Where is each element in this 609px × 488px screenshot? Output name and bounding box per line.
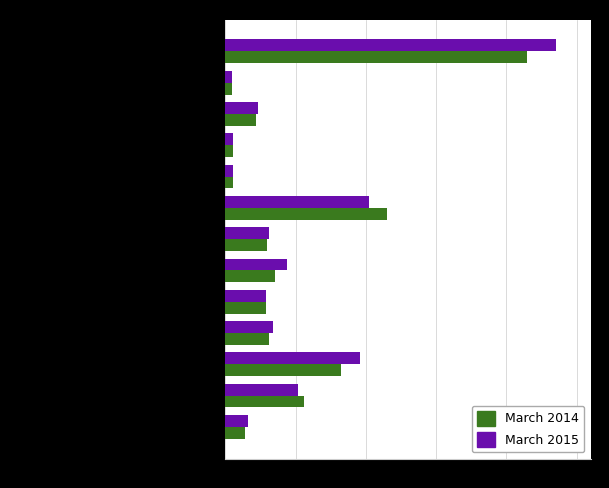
Bar [225,396,304,407]
Bar [225,352,361,364]
Bar [225,364,340,376]
Bar [225,384,298,396]
Bar [225,259,287,270]
Bar [225,208,387,220]
Bar [225,51,527,63]
Bar [225,145,233,157]
Bar [225,415,248,427]
Bar [225,133,233,145]
Bar [225,114,256,126]
Bar [225,40,555,51]
Bar [225,71,232,82]
Bar [225,427,245,439]
Bar [225,239,267,251]
Bar [225,302,266,314]
Bar [225,177,233,188]
Bar [225,321,273,333]
Bar [225,270,275,282]
Bar [225,290,266,302]
Bar [225,82,233,95]
Legend: March 2014, March 2015: March 2014, March 2015 [472,406,585,452]
Bar [225,164,233,177]
Bar [225,227,269,239]
Bar [225,333,269,345]
Bar [225,102,258,114]
Bar [225,196,368,208]
